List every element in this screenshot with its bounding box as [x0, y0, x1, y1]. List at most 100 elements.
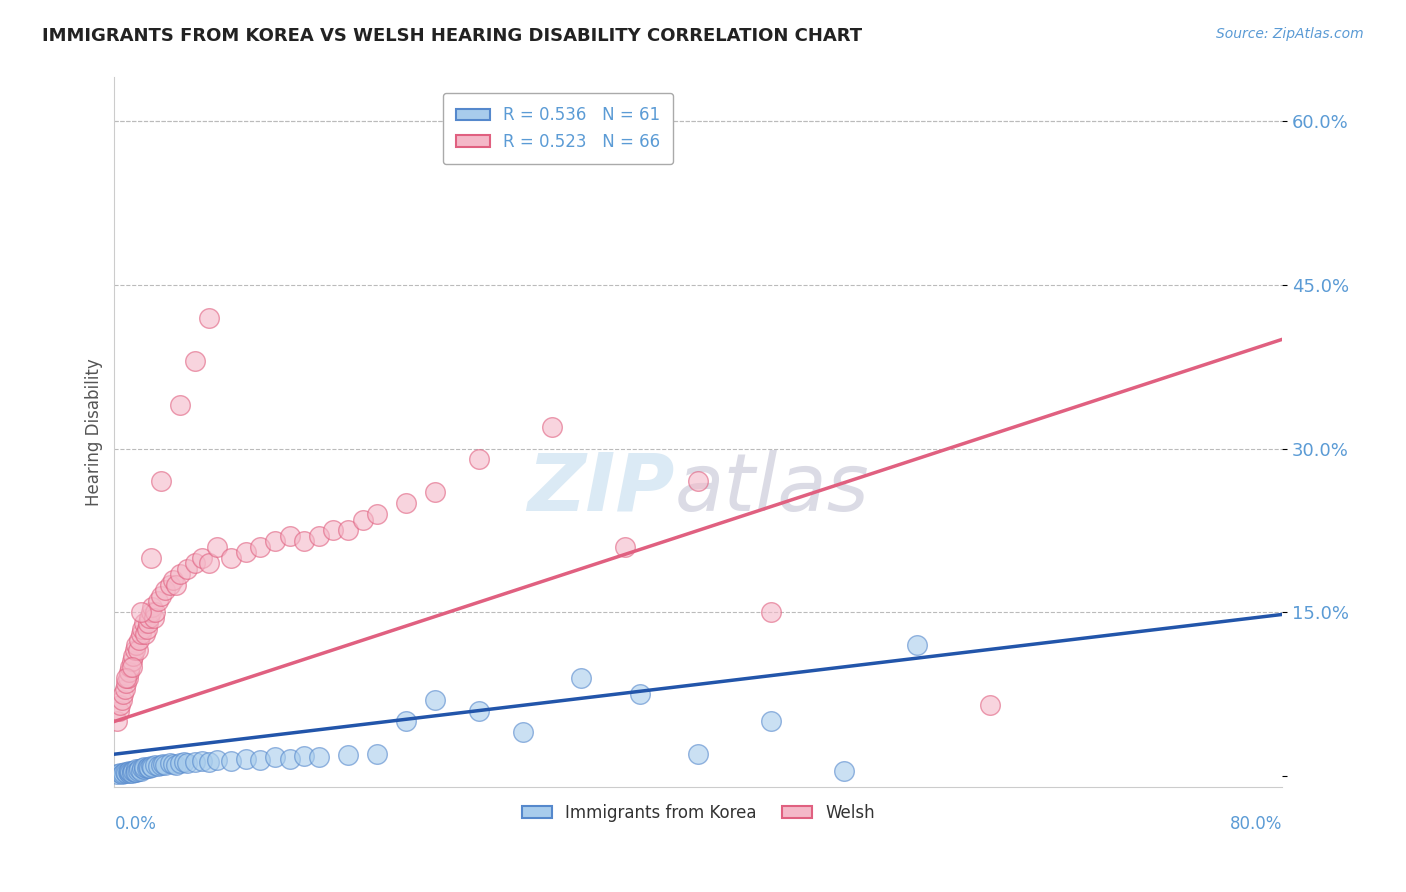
Point	[135, 761, 157, 775]
Point	[150, 589, 173, 603]
Point	[115, 676, 138, 690]
Legend: Immigrants from Korea, Welsh: Immigrants from Korea, Welsh	[515, 797, 882, 829]
Point	[125, 763, 148, 777]
Point	[105, 767, 128, 781]
Point	[117, 671, 139, 685]
Point	[183, 556, 205, 570]
Point	[142, 611, 165, 625]
Point	[162, 573, 184, 587]
Point	[110, 765, 132, 780]
Point	[308, 750, 330, 764]
Point	[205, 540, 228, 554]
Point	[112, 687, 135, 701]
Point	[512, 725, 534, 739]
Point	[278, 751, 301, 765]
Point	[117, 764, 139, 779]
Point	[198, 310, 221, 325]
Point	[425, 485, 447, 500]
Point	[115, 765, 138, 780]
Point	[614, 540, 637, 554]
Point	[135, 622, 157, 636]
Point	[121, 764, 143, 778]
Point	[155, 583, 177, 598]
Point	[112, 765, 135, 780]
Point	[124, 764, 146, 779]
Point	[352, 512, 374, 526]
Point	[132, 616, 155, 631]
Point	[322, 524, 344, 538]
Point	[141, 599, 163, 614]
Point	[125, 764, 148, 779]
Point	[905, 638, 928, 652]
Point	[176, 756, 198, 770]
Point	[111, 692, 134, 706]
Point	[115, 671, 138, 685]
Point	[219, 550, 242, 565]
Text: Source: ZipAtlas.com: Source: ZipAtlas.com	[1216, 27, 1364, 41]
Text: ZIP: ZIP	[527, 450, 675, 528]
Point	[118, 764, 141, 778]
Point	[129, 627, 152, 641]
Point	[979, 698, 1001, 712]
Text: atlas: atlas	[675, 450, 869, 528]
Point	[688, 747, 710, 761]
Point	[125, 638, 148, 652]
Point	[165, 578, 187, 592]
Point	[111, 767, 134, 781]
Point	[127, 764, 149, 778]
Point	[127, 643, 149, 657]
Point	[366, 747, 388, 761]
Point	[139, 759, 162, 773]
Point	[121, 654, 143, 668]
Point	[155, 758, 177, 772]
Point	[148, 759, 170, 773]
Point	[292, 534, 315, 549]
Point	[219, 754, 242, 768]
Point	[425, 692, 447, 706]
Point	[134, 627, 156, 641]
Point	[139, 550, 162, 565]
Point	[169, 567, 191, 582]
Point	[152, 757, 174, 772]
Point	[336, 524, 359, 538]
Point	[249, 753, 271, 767]
Point	[292, 749, 315, 764]
Point	[191, 550, 214, 565]
Point	[366, 507, 388, 521]
Point	[176, 561, 198, 575]
Point	[148, 594, 170, 608]
Point	[165, 758, 187, 772]
Point	[132, 763, 155, 777]
Point	[120, 660, 142, 674]
Point	[159, 756, 181, 770]
Point	[129, 605, 152, 619]
Point	[169, 756, 191, 770]
Point	[138, 761, 160, 775]
Point	[129, 764, 152, 778]
Point	[759, 605, 782, 619]
Y-axis label: Hearing Disability: Hearing Disability	[86, 359, 103, 506]
Point	[128, 763, 150, 777]
Text: 80.0%: 80.0%	[1230, 815, 1282, 833]
Point	[395, 714, 418, 729]
Point	[468, 452, 491, 467]
Text: 0.0%: 0.0%	[114, 815, 156, 833]
Point	[132, 760, 155, 774]
Point	[235, 545, 257, 559]
Point	[278, 529, 301, 543]
Point	[150, 475, 173, 489]
Point	[183, 354, 205, 368]
Point	[118, 665, 141, 680]
Point	[120, 764, 142, 779]
Point	[191, 754, 214, 768]
Point	[105, 714, 128, 729]
Point	[136, 616, 159, 631]
Point	[143, 758, 166, 772]
Point	[159, 578, 181, 592]
Point	[118, 765, 141, 780]
Point	[235, 751, 257, 765]
Point	[205, 753, 228, 767]
Point	[138, 611, 160, 625]
Point	[336, 748, 359, 763]
Point	[114, 764, 136, 779]
